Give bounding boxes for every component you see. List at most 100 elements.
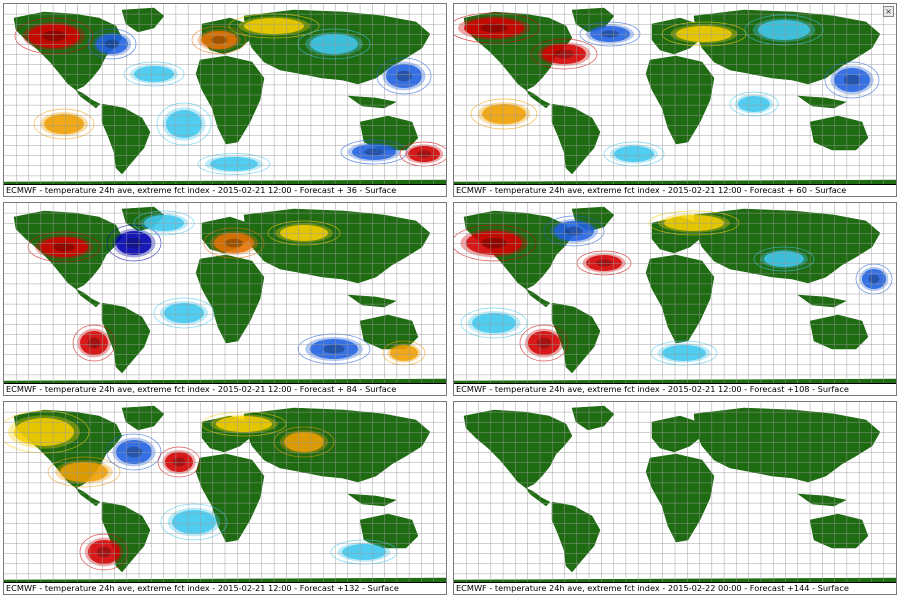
anomaly-core <box>868 274 880 284</box>
landmass-europe <box>651 415 703 453</box>
landmass-australia <box>359 115 419 151</box>
anomaly-contour <box>530 38 598 70</box>
anomaly-contour <box>33 108 95 140</box>
landmass-africa <box>195 55 265 145</box>
anomaly-core <box>225 238 243 248</box>
panel-caption: ECMWF - temperature 24h ave, extreme fct… <box>454 184 896 196</box>
anomaly-core <box>554 49 574 59</box>
landmass-australia <box>809 314 869 350</box>
landmass-asia <box>693 208 881 284</box>
anomaly-core <box>416 150 432 158</box>
anomaly-contour <box>4 410 90 454</box>
anomaly-region <box>166 110 202 138</box>
anomaly-core <box>843 74 861 86</box>
anomaly-layer <box>27 210 426 366</box>
anomaly-core <box>601 30 619 38</box>
anomaly-contour <box>824 61 880 99</box>
anomaly-region <box>165 452 193 472</box>
anomaly-region <box>408 146 440 162</box>
landmass-australia <box>359 314 419 350</box>
landmass-asia <box>693 407 881 483</box>
anomaly-region <box>40 237 88 257</box>
landmass-asia <box>243 407 431 483</box>
landmass-asia <box>693 9 881 85</box>
landmass-australia <box>359 513 419 549</box>
anomaly-core <box>87 337 101 349</box>
anomaly-contour <box>160 503 228 541</box>
anomaly-contour <box>297 333 371 365</box>
anomaly-region <box>164 303 204 323</box>
anomaly-contour <box>27 231 101 263</box>
forecast-panel-36h: ECMWF - temperature 24h ave, extreme fct… <box>3 3 447 197</box>
anomaly-region <box>342 544 386 560</box>
anomaly-contour <box>197 153 271 175</box>
anomaly-core <box>42 30 66 42</box>
panel-caption: ECMWF - temperature 24h ave, extreme fct… <box>4 184 446 196</box>
landmass-africa <box>195 254 265 344</box>
graticule <box>4 4 446 186</box>
anomaly-contour <box>297 28 371 60</box>
anomaly-region <box>662 345 706 361</box>
panel-caption: ECMWF - temperature 24h ave, extreme fct… <box>454 383 896 395</box>
world-map-132h <box>4 402 446 584</box>
anomaly-core <box>536 337 552 349</box>
forecast-panel-132h: ECMWF - temperature 24h ave, extreme fct… <box>3 401 447 595</box>
anomaly-region <box>758 20 810 40</box>
anomaly-contour <box>729 91 779 117</box>
panel-caption: ECMWF - temperature 24h ave, extreme fct… <box>4 383 446 395</box>
landmass-africa <box>645 55 715 145</box>
landmass-africa <box>645 453 715 543</box>
landmass-australia <box>809 513 869 549</box>
landmass-australia <box>809 115 869 151</box>
anomaly-contour <box>153 297 215 329</box>
anomaly-core <box>125 237 143 249</box>
anomaly-region <box>586 255 622 271</box>
anomaly-region <box>116 440 152 464</box>
anomaly-region <box>464 18 524 38</box>
anomaly-core <box>595 259 613 267</box>
anomaly-region <box>14 418 74 446</box>
anomaly-contour <box>14 17 94 55</box>
anomaly-core <box>172 457 186 467</box>
anomaly-contour <box>454 224 537 262</box>
anomaly-region <box>386 64 422 88</box>
anomaly-core <box>481 237 507 249</box>
anomaly-core <box>96 546 112 558</box>
anomaly-region <box>390 345 418 361</box>
anomaly-region <box>88 540 120 564</box>
anomaly-core <box>104 39 120 49</box>
anomaly-core <box>125 446 143 458</box>
anomaly-region <box>482 104 526 124</box>
anomaly-region <box>44 114 84 134</box>
panel-caption: ECMWF - temperature 24h ave, extreme fct… <box>454 582 896 594</box>
close-icon[interactable]: × <box>883 6 894 17</box>
anomaly-layer <box>4 410 398 571</box>
forecast-panel-108h: ECMWF - temperature 24h ave, extreme fct… <box>453 202 897 396</box>
anomaly-core <box>480 23 508 33</box>
anomaly-contour <box>203 227 265 259</box>
anomaly-contour <box>72 324 116 362</box>
anomaly-core <box>210 35 228 45</box>
anomaly-contour <box>106 433 162 471</box>
anomaly-contour <box>340 139 408 165</box>
anomaly-contour <box>519 324 569 362</box>
graticule <box>454 203 896 385</box>
anomaly-region <box>764 251 804 267</box>
anomaly-core <box>364 148 384 156</box>
anomaly-core <box>323 344 345 354</box>
forecast-panel-84h: ECMWF - temperature 24h ave, extreme fct… <box>3 202 447 396</box>
anomaly-contour <box>191 26 247 54</box>
anomaly-contour <box>753 246 815 272</box>
anomaly-region <box>116 231 152 255</box>
anomaly-region <box>280 225 328 241</box>
anomaly-contour <box>157 446 201 478</box>
anomaly-contour <box>744 14 824 46</box>
anomaly-region <box>554 221 594 241</box>
world-map-60h <box>454 4 896 186</box>
graticule <box>4 203 446 385</box>
anomaly-contour <box>156 102 212 146</box>
anomaly-region <box>310 339 358 359</box>
anomaly-contour <box>470 98 538 130</box>
graticule <box>4 402 446 584</box>
world-map-144h <box>454 402 896 584</box>
